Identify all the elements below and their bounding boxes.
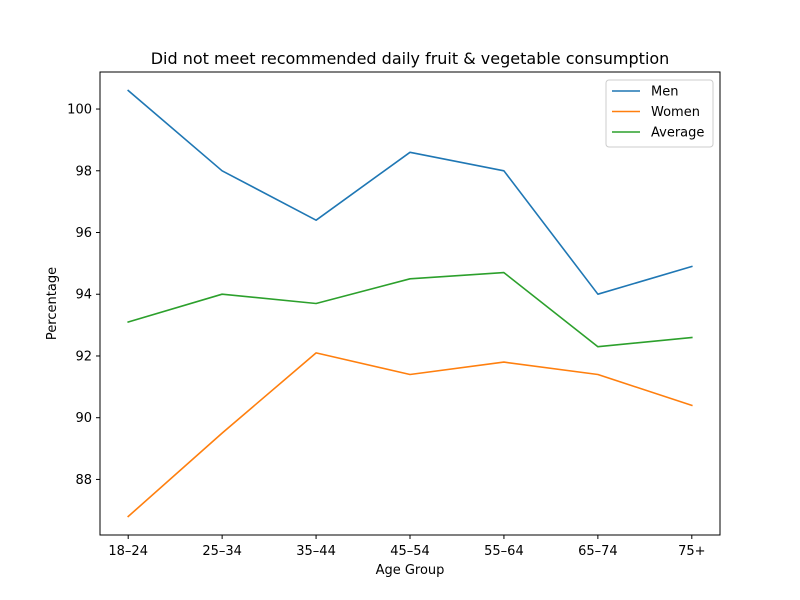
- x-tick-label: 25–34: [202, 544, 242, 559]
- y-tick-label: 88: [75, 473, 92, 488]
- y-tick-label: 98: [75, 164, 92, 179]
- x-tick-label: 45–54: [390, 544, 430, 559]
- y-tick-label: 100: [67, 103, 92, 118]
- series-line-women: [127, 352, 693, 518]
- x-tick-label: 35–44: [296, 544, 336, 559]
- series-line-average: [127, 271, 693, 348]
- legend-label: Average: [651, 126, 704, 141]
- y-tick-label: 92: [75, 349, 92, 364]
- series-line-men: [127, 89, 693, 296]
- legend-label: Men: [651, 85, 678, 100]
- y-tick-label: 90: [75, 411, 92, 426]
- y-tick-label: 94: [75, 288, 92, 303]
- y-axis: 88 90 92 94 96 98 100: [67, 103, 100, 488]
- y-tick-label: 96: [75, 226, 92, 241]
- legend-box: [605, 79, 714, 148]
- x-tick-label: 65–74: [578, 544, 618, 559]
- y-axis-label: Percentage: [45, 267, 60, 340]
- x-tick-label: 55–64: [484, 544, 524, 559]
- x-tick-label: 75+: [678, 544, 705, 559]
- series-lines: [127, 89, 693, 518]
- x-axis-label: Age Group: [376, 563, 445, 578]
- x-axis: 18–24 25–34 35–44 45–54 55–64 65–74 75+: [108, 535, 706, 559]
- legend-label: Women: [651, 105, 700, 120]
- legend: Men Women Average: [605, 79, 714, 148]
- chart-title: Did not meet recommended daily fruit & v…: [151, 49, 670, 68]
- x-tick-label: 18–24: [108, 544, 148, 559]
